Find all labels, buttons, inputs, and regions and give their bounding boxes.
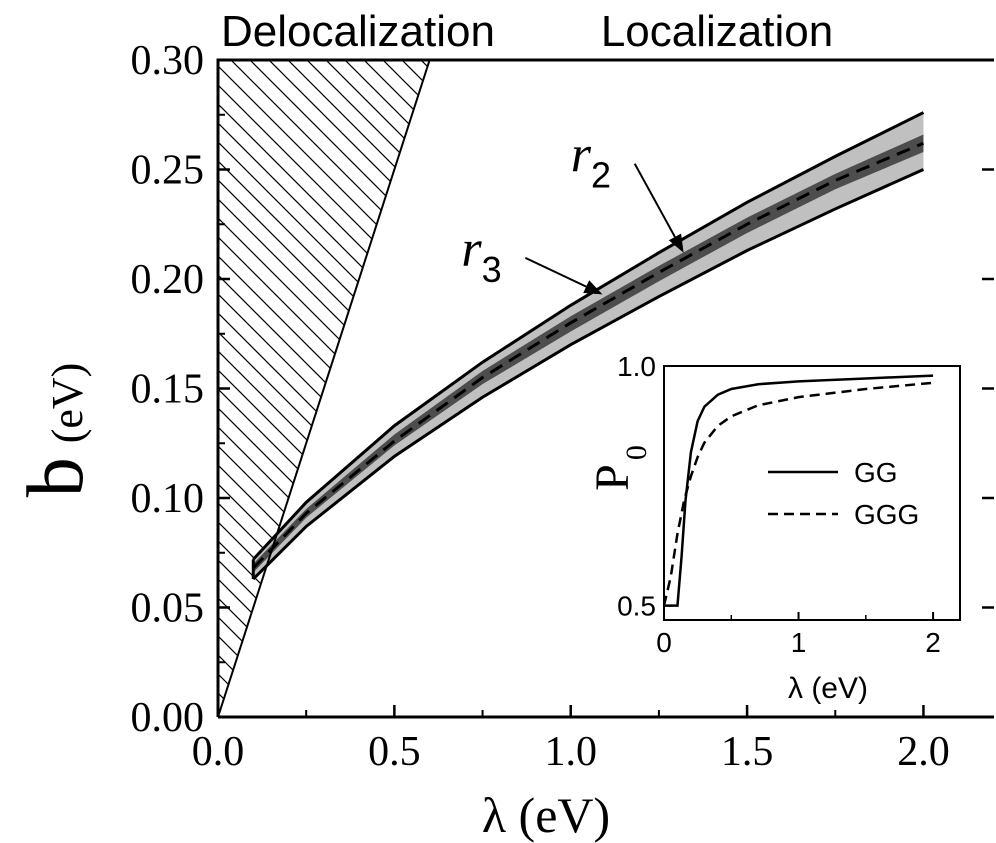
delocalization-boundary-line [218, 60, 431, 717]
legend-entry-gg: GG [768, 457, 898, 488]
region-label-delocalization: Delocalization [221, 7, 495, 56]
annotation-arrow-head [583, 280, 603, 295]
inset-y-tick-label: 0.5 [617, 591, 656, 622]
annotation-arrow-shaft [633, 163, 676, 238]
annotation-r2: r2 [571, 127, 684, 253]
band-r3 [253, 134, 924, 573]
annotation-r3-label: r3 [461, 221, 501, 290]
main-y-axis-label: b (eV) [12, 363, 100, 498]
annotation-subscript: 3 [482, 249, 502, 290]
y-tick-label: 0.10 [131, 476, 205, 522]
y-tick-label: 0.00 [131, 695, 205, 741]
inset-series-ggg [662, 381, 934, 606]
annotation-r2-label: r2 [571, 127, 611, 196]
x-tick-label: 1.0 [544, 729, 597, 775]
inset-y-axis-label: P 0 [586, 445, 653, 491]
inset-x-tick-label: 1 [791, 627, 807, 658]
x-tick-label: 0.5 [368, 729, 421, 775]
legend-entry-ggg: GGG [768, 499, 919, 530]
main-x-axis-label: λ (eV) [482, 787, 610, 843]
inset-x-axis-label: λ (eV) [788, 672, 868, 705]
band-r2-upper-edge [252, 111, 925, 561]
annotation-arrow-head [668, 233, 684, 253]
inset-x-tick-label: 0 [656, 627, 672, 658]
region-label-localization: Localization [601, 7, 833, 56]
y-tick-label: 0.30 [131, 38, 205, 84]
annotation-r3: r3 [461, 221, 603, 295]
x-tick-label: 2.0 [897, 729, 950, 775]
inset-series-gg [664, 374, 934, 607]
annotation-base: r [571, 127, 592, 184]
inset-y-axis-label-sub: 0 [620, 445, 653, 460]
main-y-axis-label-main: b [12, 457, 100, 497]
inset-background [664, 366, 960, 620]
annotation-base: r [461, 221, 482, 278]
annotation-arrow-shaft [524, 256, 587, 288]
main-plot-area [218, 60, 925, 717]
legend-label: GG [854, 457, 898, 488]
inset-x-tick-label: 2 [925, 627, 941, 658]
band-r2-lower-edge [252, 168, 925, 581]
x-tick-label: 1.5 [721, 729, 774, 775]
inset-y-tick-label: 1.0 [617, 351, 656, 382]
x-tick-label: 0.0 [192, 729, 245, 775]
y-tick-label: 0.15 [131, 367, 205, 413]
y-tick-label: 0.20 [131, 257, 205, 303]
y-tick-label: 0.05 [131, 586, 205, 632]
band-r2 [253, 112, 924, 580]
dashed-line [252, 141, 925, 570]
main-y-axis-label-unit: (eV) [43, 363, 92, 444]
y-tick-label: 0.25 [131, 148, 205, 194]
inset-y-axis-label-main: P [586, 464, 639, 491]
legend-label: GGG [854, 499, 919, 530]
inset-frame [663, 365, 961, 621]
annotation-subscript: 2 [591, 155, 611, 196]
